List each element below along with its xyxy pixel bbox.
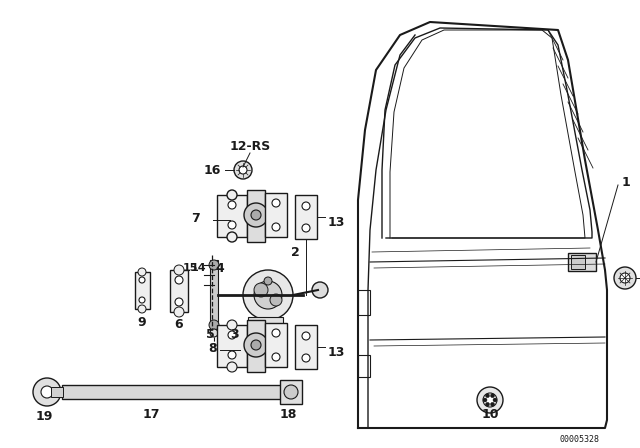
Text: 8: 8 bbox=[209, 343, 217, 356]
Bar bbox=[210, 260, 218, 330]
Circle shape bbox=[234, 161, 252, 179]
Bar bbox=[568, 253, 596, 271]
Text: 10: 10 bbox=[481, 409, 499, 422]
Circle shape bbox=[228, 351, 236, 359]
Text: 16: 16 bbox=[204, 164, 221, 177]
Circle shape bbox=[483, 398, 487, 402]
Bar bbox=[358, 290, 370, 315]
Bar bbox=[170, 270, 188, 312]
Circle shape bbox=[486, 394, 490, 398]
Text: 17: 17 bbox=[142, 408, 160, 421]
Circle shape bbox=[493, 398, 497, 402]
Circle shape bbox=[302, 332, 310, 340]
Circle shape bbox=[302, 224, 310, 232]
Circle shape bbox=[227, 320, 237, 330]
Text: 9: 9 bbox=[138, 315, 147, 328]
Text: 00005328: 00005328 bbox=[560, 435, 600, 444]
Circle shape bbox=[483, 393, 497, 407]
Bar bbox=[280, 380, 302, 404]
Circle shape bbox=[254, 281, 282, 309]
Circle shape bbox=[244, 203, 268, 227]
Circle shape bbox=[175, 276, 183, 284]
Bar bbox=[265, 193, 287, 237]
Circle shape bbox=[227, 362, 237, 372]
Circle shape bbox=[486, 402, 490, 406]
Circle shape bbox=[272, 223, 280, 231]
Bar bbox=[135, 272, 150, 309]
Circle shape bbox=[41, 386, 53, 398]
Circle shape bbox=[272, 199, 280, 207]
Text: 15: 15 bbox=[182, 263, 198, 273]
Circle shape bbox=[139, 277, 145, 283]
Circle shape bbox=[228, 221, 236, 229]
Circle shape bbox=[138, 268, 146, 276]
Circle shape bbox=[209, 320, 219, 330]
Circle shape bbox=[490, 402, 495, 406]
Circle shape bbox=[312, 282, 328, 298]
Text: 19: 19 bbox=[35, 409, 52, 422]
Text: 13: 13 bbox=[328, 346, 346, 359]
Circle shape bbox=[228, 331, 236, 339]
Circle shape bbox=[243, 270, 293, 320]
Circle shape bbox=[228, 201, 236, 209]
Text: 18: 18 bbox=[279, 408, 297, 421]
Bar bbox=[248, 317, 283, 335]
Circle shape bbox=[614, 267, 636, 289]
Bar bbox=[295, 325, 317, 369]
Text: 13: 13 bbox=[328, 216, 346, 229]
Circle shape bbox=[209, 260, 219, 270]
Circle shape bbox=[210, 329, 218, 337]
Circle shape bbox=[620, 273, 630, 283]
Circle shape bbox=[270, 294, 282, 306]
Circle shape bbox=[227, 232, 237, 242]
Circle shape bbox=[239, 166, 247, 174]
Bar bbox=[265, 323, 287, 367]
Bar bbox=[51, 387, 63, 397]
Text: 5: 5 bbox=[205, 328, 214, 341]
Text: 6: 6 bbox=[175, 319, 183, 332]
Circle shape bbox=[227, 190, 237, 200]
Circle shape bbox=[272, 329, 280, 337]
Text: 7: 7 bbox=[191, 212, 200, 225]
Bar bbox=[247, 320, 265, 372]
Text: 2: 2 bbox=[291, 246, 300, 259]
Circle shape bbox=[302, 354, 310, 362]
Circle shape bbox=[251, 340, 261, 350]
Text: 14: 14 bbox=[190, 263, 206, 273]
Text: 3: 3 bbox=[230, 328, 239, 341]
Circle shape bbox=[138, 305, 146, 313]
Circle shape bbox=[302, 202, 310, 210]
Circle shape bbox=[251, 210, 261, 220]
Circle shape bbox=[244, 333, 268, 357]
Text: 1: 1 bbox=[622, 177, 631, 190]
Circle shape bbox=[174, 307, 184, 317]
Circle shape bbox=[175, 298, 183, 306]
Circle shape bbox=[477, 387, 503, 413]
Text: 4: 4 bbox=[215, 262, 224, 275]
Bar bbox=[358, 355, 370, 377]
Circle shape bbox=[490, 394, 495, 398]
Bar bbox=[571, 255, 585, 269]
Circle shape bbox=[33, 378, 61, 406]
Circle shape bbox=[254, 283, 268, 297]
Bar bbox=[62, 385, 285, 399]
Bar bbox=[247, 190, 265, 242]
Circle shape bbox=[139, 297, 145, 303]
Bar bbox=[217, 195, 247, 237]
Circle shape bbox=[174, 265, 184, 275]
Circle shape bbox=[272, 353, 280, 361]
Text: 12-RS: 12-RS bbox=[229, 141, 271, 154]
Circle shape bbox=[264, 277, 272, 285]
Bar bbox=[295, 195, 317, 239]
Circle shape bbox=[284, 385, 298, 399]
Bar bbox=[217, 325, 247, 367]
